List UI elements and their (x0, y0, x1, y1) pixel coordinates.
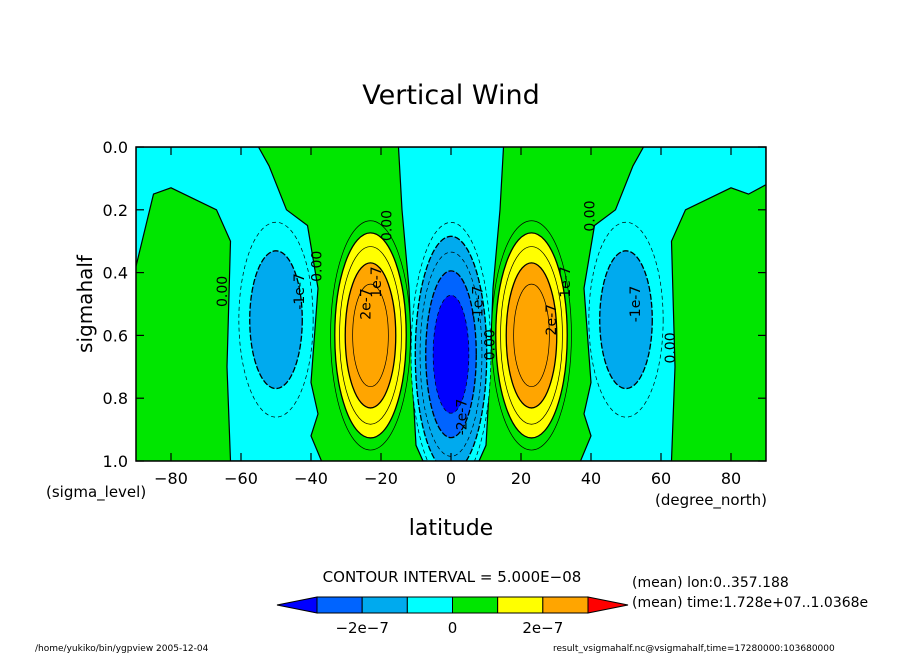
x-tick-label: 20 (511, 469, 531, 488)
contour-label: 0.00 (663, 332, 679, 363)
contour-label: 0.00 (380, 210, 396, 241)
downdraft-cell-4 (588, 221, 664, 418)
updraft-cell-1 (330, 220, 411, 451)
downdraft-cell-3 (238, 221, 314, 418)
colorbar-label: 2e−7 (522, 619, 563, 637)
colorbar-label: 0 (448, 619, 458, 637)
x-tick-label: −40 (294, 469, 328, 488)
contour-label: 1e-7 (558, 266, 574, 297)
x-tick-label: −80 (154, 469, 188, 488)
y-tick-label: 1.0 (103, 452, 128, 471)
x-tick-label: −60 (224, 469, 258, 488)
contour-interval-text: CONTOUR INTERVAL = 5.000E−08 (323, 568, 582, 586)
colorbar-segment (587, 596, 629, 614)
y-tick-label: 0.2 (103, 201, 128, 220)
contour-label: 0.00 (310, 251, 326, 282)
colorbar-segment (276, 596, 318, 614)
chart-title: Vertical Wind (362, 80, 540, 111)
colorbar-segment (497, 596, 544, 614)
y-tick-label: 0.8 (103, 389, 128, 408)
contour-label: -1e-7 (292, 273, 308, 310)
colorbar-labels: −2e−7 0 2e−7 (335, 619, 563, 637)
x-axis-units: (degree_north) (655, 491, 767, 510)
mean-time-note: (mean) time:1.728e+07..1.0368e (632, 595, 868, 611)
contour-label: 2e-7 (359, 288, 375, 319)
x-axis: −80 −60 −40 −20 0 20 40 60 80 (154, 147, 741, 488)
contour-neg-2 (249, 250, 303, 390)
contour-label: 2e-7 (544, 304, 560, 335)
footer-right: result_vsigmahalf.nc@vsigmahalf,time=172… (553, 644, 835, 654)
contour-label: -1e-7 (628, 286, 644, 323)
y-axis-units: (sigma_level) (46, 483, 146, 502)
y-axis: 0.0 0.2 0.4 0.6 0.8 1.0 (103, 138, 766, 471)
colorbar-segment (452, 596, 499, 614)
colorbar-segment (542, 596, 589, 614)
contour-pos-5 (352, 283, 389, 388)
updraft-cell-2 (491, 220, 572, 451)
footer-left: /home/yukiko/bin/ygpview 2005-12-04 (35, 644, 209, 654)
colorbar-label: −2e−7 (335, 619, 388, 637)
y-tick-label: 0.0 (103, 138, 128, 157)
colorbar-segment (316, 596, 363, 614)
colorbar-segment (406, 596, 454, 614)
contour-pos-5 (513, 283, 550, 388)
contour-label: 0.00 (215, 276, 231, 307)
x-tick-label: 80 (721, 469, 741, 488)
x-axis-label: latitude (409, 516, 493, 541)
x-tick-label: 60 (651, 469, 671, 488)
contour-label: 0.00 (583, 200, 599, 231)
x-tick-label: 0 (446, 469, 456, 488)
mean-lon-note: (mean) lon:0..357.188 (632, 575, 789, 591)
y-tick-label: 0.4 (103, 264, 128, 283)
contour-neg-2 (599, 250, 653, 390)
contour-neg-5 (432, 294, 470, 414)
colorbar-segment (361, 596, 408, 614)
y-tick-label: 0.6 (103, 326, 128, 345)
colorbar (276, 596, 629, 614)
contour-label: -1e-7 (471, 286, 487, 323)
y-axis-label: sigmahalf (73, 254, 97, 353)
contour-label: -2e-7 (455, 399, 471, 436)
x-tick-label: 40 (581, 469, 601, 488)
downdraft-cell-0 (410, 222, 492, 461)
contour-label: 1e-7 (369, 266, 385, 297)
x-tick-label: −20 (364, 469, 398, 488)
contour-label: 0.00 (483, 329, 499, 360)
